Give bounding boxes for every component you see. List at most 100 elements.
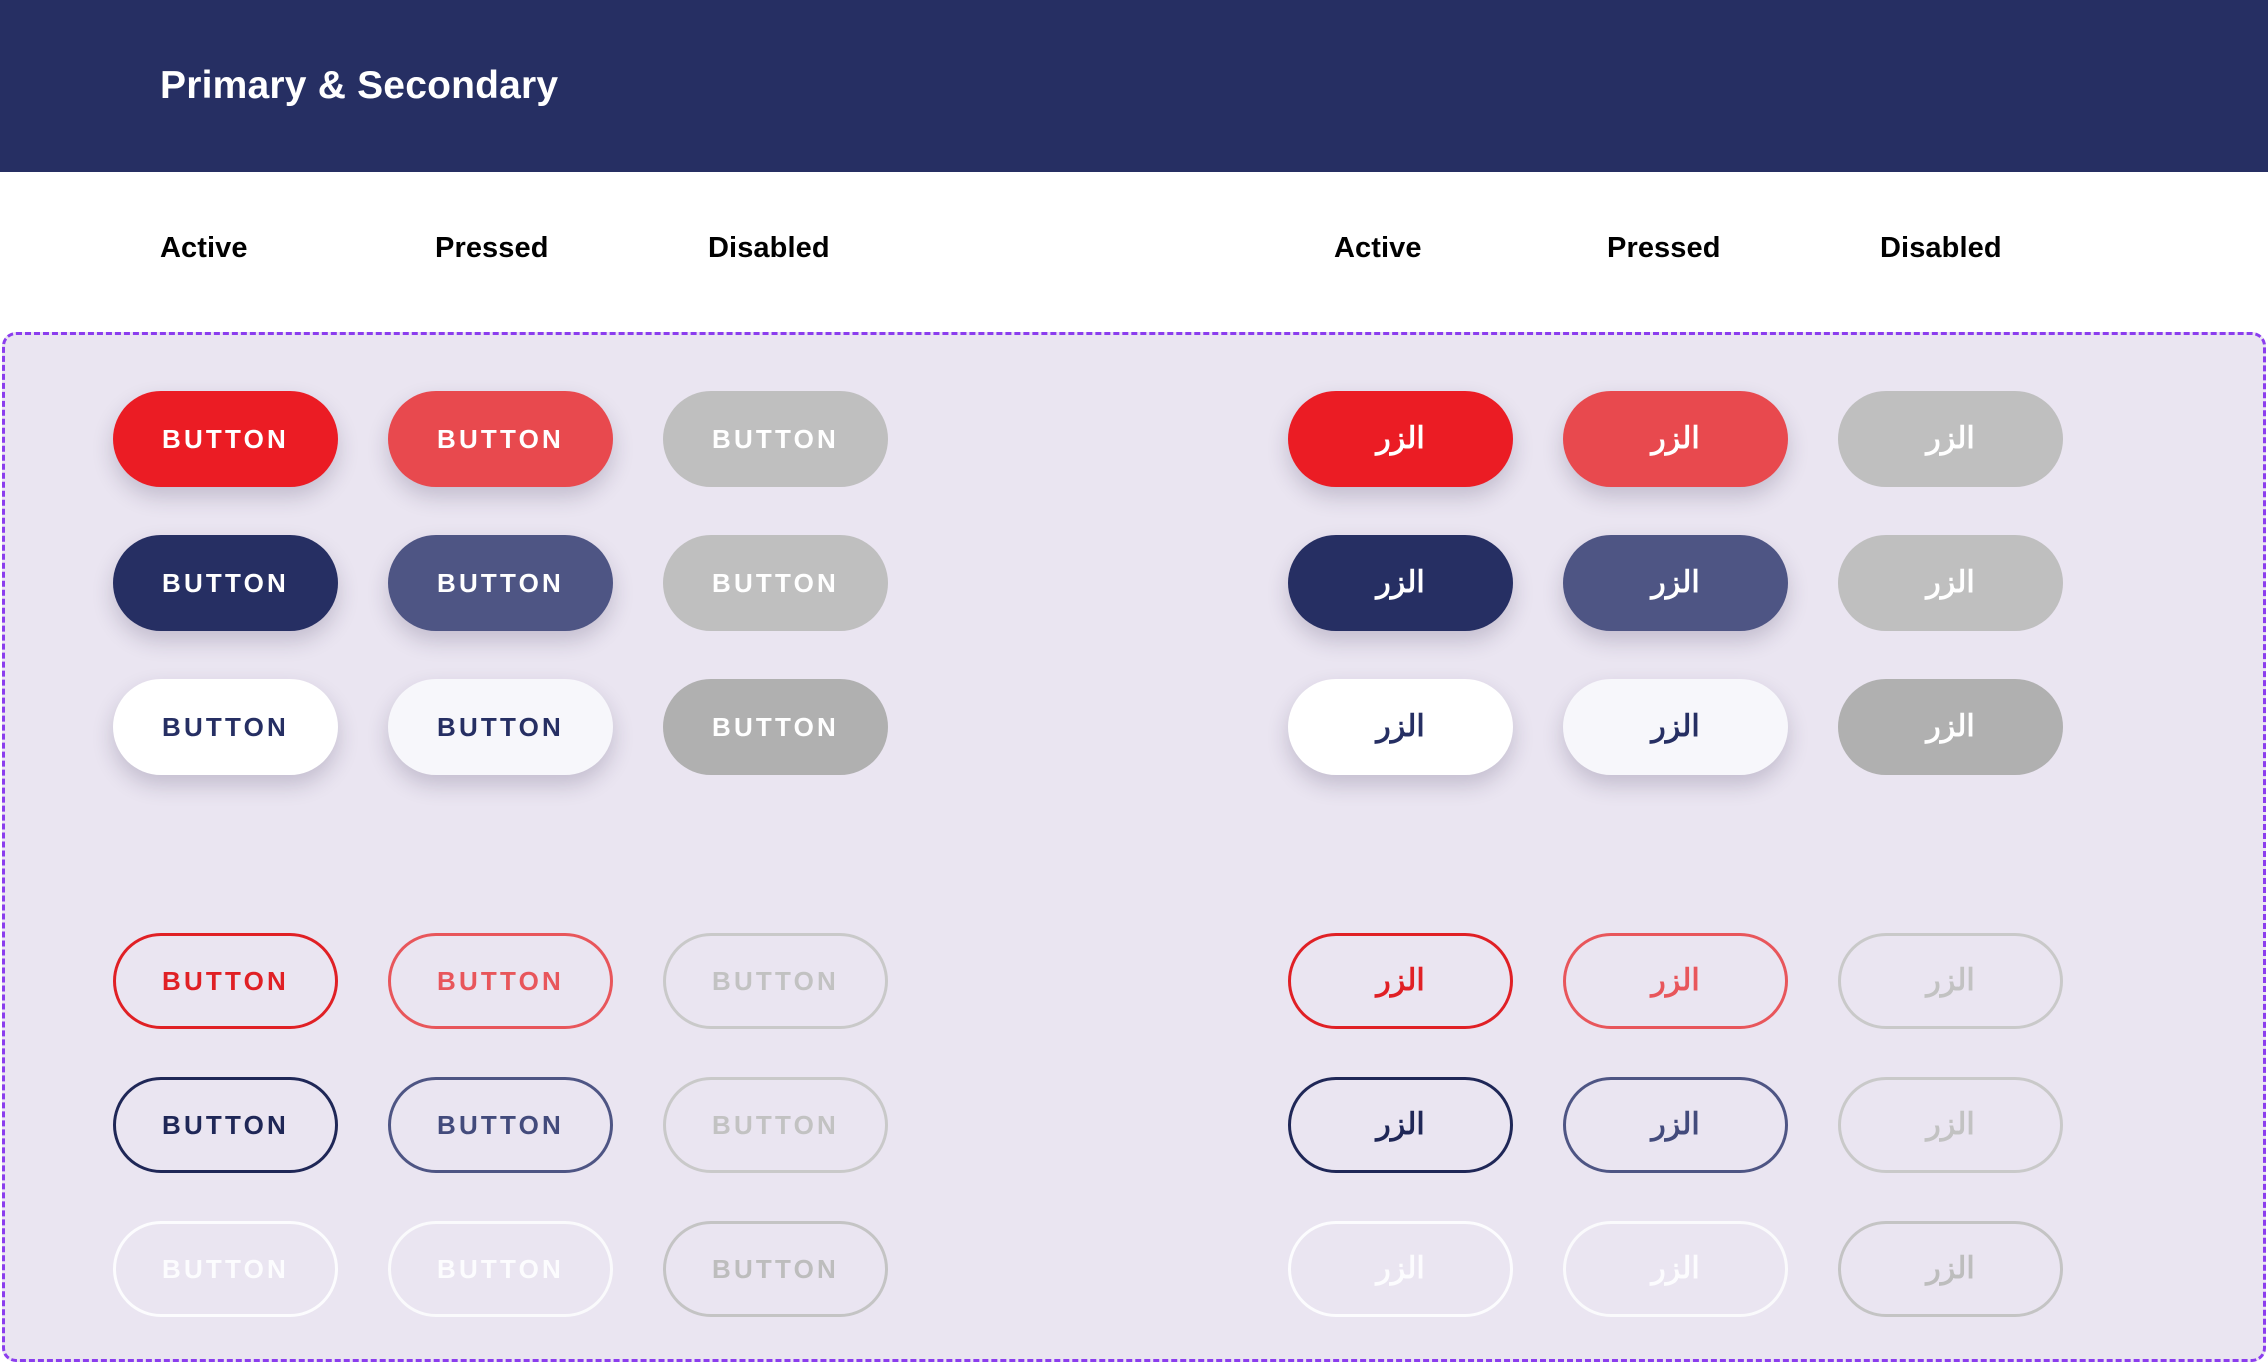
button-outlined-navy-latin-disabled: BUTTON [663,1077,888,1173]
button-filled-white-latin-active[interactable]: BUTTON [113,679,338,775]
button-slot-filled-navy-arabic-pressed: الزر [1563,535,1788,631]
button-label: الزر [1376,422,1425,455]
button-slot-filled-red-latin-pressed: BUTTON [388,391,613,487]
column-header-disabled-left: Disabled [708,232,830,264]
button-slot-filled-red-arabic-disabled: الزر [1838,391,2063,487]
button-label: الزر [1926,1108,1975,1141]
button-filled-red-arabic-disabled: الزر [1838,391,2063,487]
button-label: BUTTON [161,568,290,598]
button-slot-outlined-white-arabic-active: الزر [1288,1221,1513,1317]
button-outlined-white-latin-active[interactable]: BUTTON [113,1221,338,1317]
button-filled-white-arabic-pressed[interactable]: الزر [1563,679,1788,775]
button-filled-red-latin-disabled: BUTTON [663,391,888,487]
button-filled-white-latin-disabled: BUTTON [663,679,888,775]
column-header-active-right: Active [1334,232,1422,264]
button-filled-white-arabic-active[interactable]: الزر [1288,679,1513,775]
button-outlined-red-arabic-active[interactable]: الزر [1288,933,1513,1029]
button-label: الزر [1376,964,1425,997]
button-label: الزر [1926,422,1975,455]
button-outlined-red-latin-disabled: BUTTON [663,933,888,1029]
button-label: BUTTON [436,1254,565,1284]
button-slot-outlined-navy-arabic-pressed: الزر [1563,1077,1788,1173]
button-filled-red-latin-active[interactable]: BUTTON [113,391,338,487]
button-slot-filled-navy-arabic-disabled: الزر [1838,535,2063,631]
button-label: BUTTON [161,1110,290,1140]
button-slot-filled-red-arabic-pressed: الزر [1563,391,1788,487]
button-filled-white-arabic-disabled: الزر [1838,679,2063,775]
button-label: BUTTON [711,1110,840,1140]
button-label: BUTTON [711,966,840,996]
button-label: BUTTON [161,1254,290,1284]
button-label: الزر [1651,1252,1700,1285]
button-slot-filled-navy-latin-active: BUTTON [113,535,338,631]
button-slot-filled-white-arabic-disabled: الزر [1838,679,2063,775]
column-header-pressed-right: Pressed [1607,232,1721,264]
button-label: الزر [1926,1252,1975,1285]
button-outlined-white-latin-pressed[interactable]: BUTTON [388,1221,613,1317]
button-slot-outlined-white-arabic-pressed: الزر [1563,1221,1788,1317]
button-slot-filled-red-latin-active: BUTTON [113,391,338,487]
button-label: BUTTON [711,712,840,742]
button-filled-navy-latin-active[interactable]: BUTTON [113,535,338,631]
button-label: الزر [1926,710,1975,743]
button-filled-red-arabic-active[interactable]: الزر [1288,391,1513,487]
button-slot-filled-white-latin-pressed: BUTTON [388,679,613,775]
button-label: BUTTON [436,1110,565,1140]
button-label: الزر [1651,964,1700,997]
button-slot-outlined-white-latin-disabled: BUTTON [663,1221,888,1317]
button-filled-navy-latin-disabled: BUTTON [663,535,888,631]
button-slot-outlined-white-arabic-disabled: الزر [1838,1221,2063,1317]
button-outlined-red-arabic-disabled: الزر [1838,933,2063,1029]
button-slot-outlined-red-latin-disabled: BUTTON [663,933,888,1029]
button-label: BUTTON [161,424,290,454]
button-label: BUTTON [436,712,565,742]
button-outlined-red-arabic-pressed[interactable]: الزر [1563,933,1788,1029]
button-label: BUTTON [161,966,290,996]
button-slot-filled-navy-latin-pressed: BUTTON [388,535,613,631]
button-outlined-navy-latin-pressed[interactable]: BUTTON [388,1077,613,1173]
button-outlined-white-arabic-disabled: الزر [1838,1221,2063,1317]
button-slot-outlined-white-latin-active: BUTTON [113,1221,338,1317]
button-filled-navy-arabic-pressed[interactable]: الزر [1563,535,1788,631]
button-slot-outlined-red-latin-pressed: BUTTON [388,933,613,1029]
button-outlined-navy-arabic-pressed[interactable]: الزر [1563,1077,1788,1173]
button-label: BUTTON [436,966,565,996]
button-outlined-navy-arabic-active[interactable]: الزر [1288,1077,1513,1173]
button-label: الزر [1376,566,1425,599]
button-slot-filled-white-arabic-active: الزر [1288,679,1513,775]
button-outlined-white-arabic-active[interactable]: الزر [1288,1221,1513,1317]
button-slot-filled-white-latin-active: BUTTON [113,679,338,775]
button-outlined-white-arabic-pressed[interactable]: الزر [1563,1221,1788,1317]
button-slot-outlined-navy-arabic-disabled: الزر [1838,1077,2063,1173]
button-outlined-red-latin-active[interactable]: BUTTON [113,933,338,1029]
button-slot-outlined-red-arabic-disabled: الزر [1838,933,2063,1029]
button-label: BUTTON [161,712,290,742]
column-header-pressed-left: Pressed [435,232,549,264]
button-label: الزر [1376,1108,1425,1141]
button-outlined-navy-arabic-disabled: الزر [1838,1077,2063,1173]
button-outlined-white-latin-disabled: BUTTON [663,1221,888,1317]
button-filled-navy-arabic-active[interactable]: الزر [1288,535,1513,631]
button-filled-red-arabic-pressed[interactable]: الزر [1563,391,1788,487]
button-filled-red-latin-pressed[interactable]: BUTTON [388,391,613,487]
button-filled-navy-latin-pressed[interactable]: BUTTON [388,535,613,631]
button-slot-filled-navy-arabic-active: الزر [1288,535,1513,631]
button-label: الزر [1651,1108,1700,1141]
button-filled-navy-arabic-disabled: الزر [1838,535,2063,631]
button-label: الزر [1651,422,1700,455]
button-slot-filled-white-arabic-pressed: الزر [1563,679,1788,775]
button-outlined-navy-latin-active[interactable]: BUTTON [113,1077,338,1173]
button-filled-white-latin-pressed[interactable]: BUTTON [388,679,613,775]
page-header: Primary & Secondary [0,0,2268,172]
column-header-active-left: Active [160,232,248,264]
column-header-disabled-right: Disabled [1880,232,2002,264]
button-label: BUTTON [711,1254,840,1284]
button-outlined-red-latin-pressed[interactable]: BUTTON [388,933,613,1029]
page-title: Primary & Secondary [160,64,559,107]
button-slot-outlined-navy-latin-disabled: BUTTON [663,1077,888,1173]
button-label: BUTTON [436,424,565,454]
button-slot-outlined-red-latin-active: BUTTON [113,933,338,1029]
button-slot-outlined-red-arabic-active: الزر [1288,933,1513,1029]
button-slot-outlined-white-latin-pressed: BUTTON [388,1221,613,1317]
button-slot-filled-red-latin-disabled: BUTTON [663,391,888,487]
